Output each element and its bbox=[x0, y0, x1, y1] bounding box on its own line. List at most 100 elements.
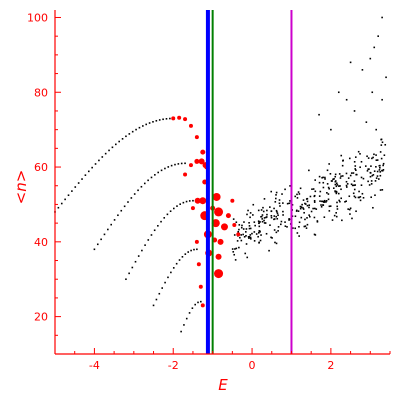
data-point bbox=[320, 204, 322, 206]
data-point bbox=[371, 157, 373, 160]
data-point bbox=[273, 229, 276, 231]
data-point bbox=[327, 198, 330, 201]
data-point bbox=[373, 46, 376, 49]
data-point bbox=[280, 223, 282, 226]
data-point bbox=[302, 199, 305, 201]
data-point bbox=[177, 163, 180, 165]
data-point bbox=[162, 118, 164, 121]
axes: -4 -2 0 2 20 40 60 80 100 bbox=[27, 10, 391, 372]
data-point bbox=[96, 243, 99, 246]
data-point bbox=[372, 174, 375, 176]
data-point bbox=[180, 162, 183, 165]
data-point bbox=[240, 239, 243, 242]
data-point bbox=[359, 199, 362, 202]
data-point bbox=[335, 182, 338, 185]
data-point bbox=[170, 271, 172, 274]
data-point bbox=[262, 210, 265, 213]
data-point bbox=[381, 141, 384, 144]
data-point bbox=[367, 180, 369, 183]
data-point bbox=[191, 307, 194, 309]
data-point bbox=[258, 232, 260, 234]
data-point bbox=[108, 149, 110, 152]
data-point bbox=[249, 236, 252, 239]
data-point bbox=[353, 195, 356, 198]
data-point bbox=[336, 184, 339, 186]
data-point bbox=[374, 180, 377, 182]
data-point bbox=[240, 234, 243, 236]
data-point bbox=[270, 216, 273, 219]
data-point bbox=[353, 180, 356, 182]
data-point bbox=[375, 177, 378, 179]
data-point bbox=[339, 185, 341, 187]
x-axis-title: E bbox=[218, 376, 228, 394]
data-point bbox=[292, 227, 294, 229]
data-point bbox=[260, 209, 263, 211]
data-point bbox=[338, 185, 340, 187]
data-point bbox=[172, 267, 175, 269]
data-point bbox=[348, 208, 351, 211]
data-point bbox=[330, 180, 333, 182]
data-point bbox=[298, 193, 301, 195]
data-point bbox=[247, 209, 249, 212]
data-point bbox=[368, 168, 370, 170]
data-point bbox=[385, 76, 387, 79]
data-point bbox=[200, 300, 202, 303]
data-point bbox=[329, 173, 332, 175]
data-point bbox=[249, 234, 252, 236]
data-point bbox=[354, 196, 357, 199]
data-point bbox=[275, 231, 278, 234]
data-point bbox=[185, 200, 188, 203]
data-point bbox=[234, 259, 237, 261]
data-point bbox=[242, 233, 244, 236]
data-point bbox=[235, 221, 238, 224]
x-tick-label: 2 bbox=[327, 359, 334, 372]
data-point bbox=[336, 201, 338, 204]
red-data-point bbox=[211, 219, 220, 228]
data-point bbox=[64, 198, 66, 201]
data-point bbox=[265, 216, 268, 218]
data-point bbox=[165, 118, 168, 120]
data-point bbox=[359, 153, 361, 155]
red-data-point bbox=[177, 115, 182, 120]
data-point bbox=[296, 197, 299, 199]
data-point bbox=[366, 170, 369, 172]
data-point bbox=[118, 140, 120, 143]
data-point bbox=[187, 251, 190, 253]
data-point bbox=[249, 227, 252, 230]
red-data-point bbox=[214, 269, 224, 279]
data-point bbox=[245, 228, 248, 230]
data-point bbox=[345, 180, 348, 183]
data-point bbox=[313, 216, 316, 219]
data-point bbox=[315, 208, 318, 210]
data-point bbox=[313, 199, 316, 202]
data-point bbox=[308, 169, 310, 172]
data-point bbox=[348, 157, 351, 160]
data-point bbox=[247, 236, 250, 238]
data-point bbox=[353, 161, 356, 163]
data-point bbox=[339, 200, 341, 203]
data-point bbox=[284, 188, 286, 191]
data-point bbox=[196, 248, 198, 251]
data-point bbox=[330, 128, 332, 131]
data-point bbox=[98, 159, 100, 162]
data-point bbox=[298, 221, 301, 224]
red-data-point bbox=[198, 284, 203, 289]
red-data-point bbox=[183, 117, 188, 122]
red-data-point bbox=[194, 239, 199, 244]
data-point bbox=[255, 233, 258, 235]
data-point bbox=[341, 175, 344, 177]
data-point bbox=[275, 197, 277, 200]
data-point bbox=[367, 168, 369, 170]
data-point bbox=[306, 223, 309, 226]
data-point bbox=[261, 220, 264, 223]
data-point bbox=[141, 249, 143, 252]
data-point bbox=[316, 220, 319, 222]
plot-area bbox=[54, 10, 387, 354]
data-point bbox=[320, 206, 323, 208]
data-point bbox=[245, 234, 247, 237]
data-point bbox=[345, 200, 347, 203]
data-point bbox=[376, 159, 379, 161]
data-point bbox=[174, 163, 176, 166]
data-point bbox=[379, 174, 382, 177]
